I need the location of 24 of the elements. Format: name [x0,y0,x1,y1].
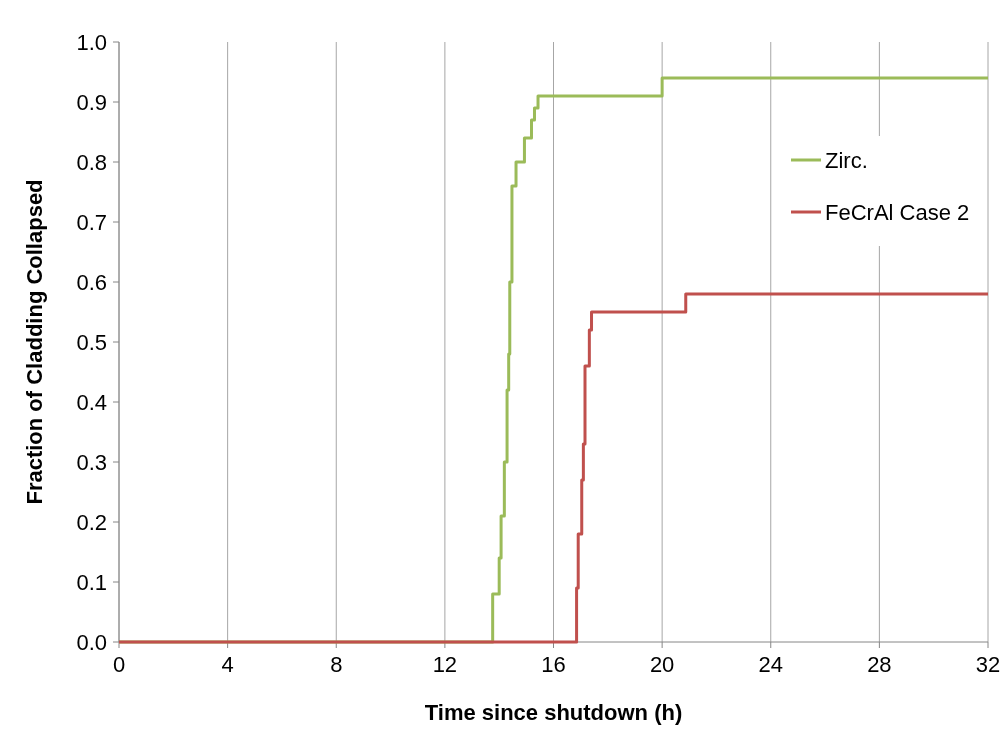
x-tick-label: 16 [541,652,566,677]
x-axis-title: Time since shutdown (h) [424,700,683,725]
x-tick-label: 24 [758,652,783,677]
y-tick-label: 0.5 [76,329,107,355]
y-tick-label: 0.0 [76,629,107,655]
y-tick-label: 0.6 [76,269,107,295]
y-tick-label: 0.9 [76,89,107,115]
legend-label: Zirc. [825,147,868,173]
x-tick-label: 28 [867,652,892,677]
x-tick-label: 8 [330,652,343,677]
y-tick-label: 0.2 [76,509,107,535]
x-tick-label: 0 [112,652,126,677]
y-tick-label: 0.1 [76,569,107,595]
y-tick-label: 0.8 [76,149,107,175]
y-tick-label: 1.0 [76,29,107,55]
x-tick-label: 32 [975,652,1001,677]
x-tick-label: 20 [649,652,675,677]
y-tick-label: 0.7 [76,209,107,235]
y-tick-label: 0.4 [76,389,107,415]
legend-label: FeCrAl Case 2 [825,199,970,225]
y-axis-title: Fraction of Cladding Collapsed [22,179,47,505]
y-tick-label: 0.3 [76,449,107,475]
x-tick-label: 4 [221,652,234,677]
x-tick-label: 12 [432,652,458,677]
